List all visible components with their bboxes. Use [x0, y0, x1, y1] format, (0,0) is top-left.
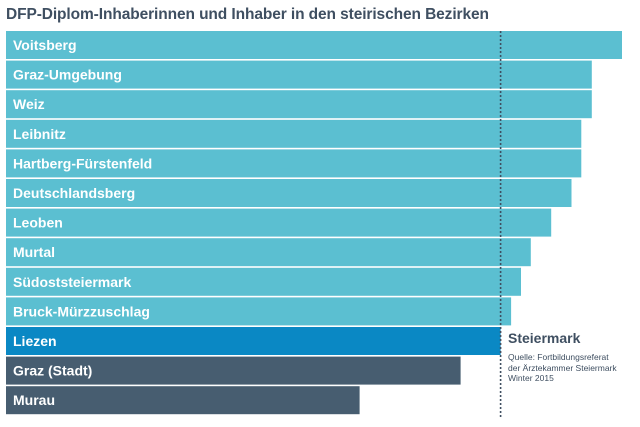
- bar-label: Leibnitz: [13, 126, 66, 142]
- bar-murau: [6, 386, 360, 415]
- bar-liezen: [6, 327, 501, 355]
- bar-hartberg-fürstenfeld: [6, 149, 582, 178]
- source-line: Quelle: Fortbildungsreferat: [508, 352, 609, 362]
- bar-label: Leoben: [13, 215, 63, 231]
- bar-label: Graz-Umgebung: [13, 67, 122, 83]
- source-line: Winter 2015: [508, 373, 554, 383]
- bar-voitsberg: [6, 31, 622, 59]
- bar-label: Liezen: [13, 333, 57, 349]
- bar-label: Bruck-Mürzzuschlag: [13, 303, 150, 319]
- bar-label: Deutschlandsberg: [13, 185, 135, 201]
- bar-graz-stadt-: [6, 356, 461, 385]
- bar-label: Südoststeiermark: [13, 274, 131, 290]
- bar-graz-umgebung: [6, 60, 592, 89]
- bar-label: Graz (Stadt): [13, 363, 92, 379]
- bar-deutschlandsberg: [6, 179, 572, 207]
- bar-leoben: [6, 208, 552, 237]
- reference-label: Steiermark: [508, 330, 581, 346]
- source-note: Quelle: Fortbildungsreferat der Ärztekam…: [508, 352, 636, 384]
- bar-label: Murau: [13, 392, 55, 408]
- bar-bruck-mürzzuschlag: [6, 297, 512, 326]
- bar-südoststeiermark: [6, 267, 521, 296]
- bar-label: Hartberg-Fürstenfeld: [13, 155, 152, 171]
- bar-label: Murtal: [13, 244, 55, 260]
- bar-label: Voitsberg: [13, 37, 77, 53]
- bar-murtal: [6, 238, 531, 267]
- source-line: der Ärztekammer Steiermark: [508, 362, 617, 373]
- bar-label: Weiz: [13, 96, 45, 112]
- bar-leibnitz: [6, 119, 582, 148]
- chart-title: DFP-Diplom-Inhaberinnen und Inhaber in d…: [6, 6, 489, 23]
- bar-weiz: [6, 90, 592, 119]
